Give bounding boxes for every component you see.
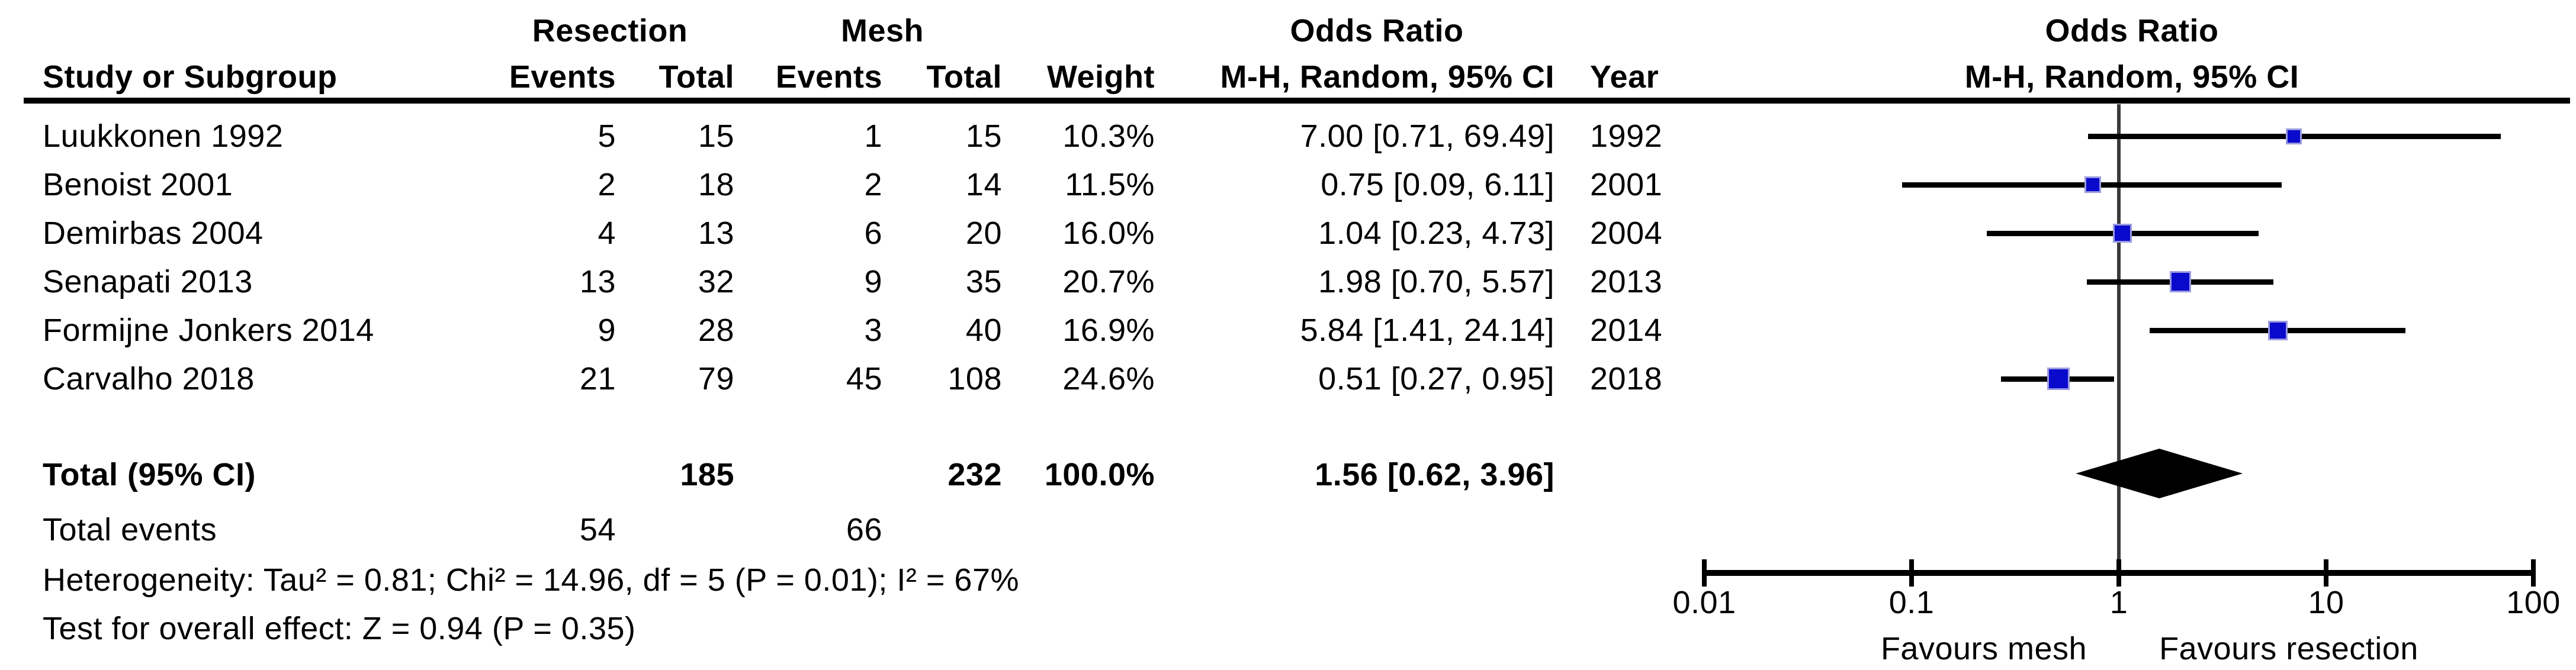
x-axis-tick-label: 0.01: [1672, 585, 1736, 620]
year: 2004: [1590, 215, 1663, 251]
total-weight: 100.0%: [1044, 457, 1155, 492]
mesh-total: 20: [965, 215, 1002, 251]
col-header-resection-events: Events: [509, 59, 616, 95]
or-ci-text: 1.98 [0.70, 5.57]: [1318, 264, 1554, 299]
resection-total: 18: [698, 167, 734, 202]
col-header-year: Year: [1590, 59, 1659, 95]
header-rule: [24, 98, 2570, 104]
resection-total: 13: [698, 215, 734, 251]
year: 2014: [1590, 313, 1663, 348]
group-header-odds-ratio-text: Odds Ratio: [1290, 13, 1464, 49]
weight: 24.6%: [1062, 361, 1155, 397]
resection-events: 4: [598, 215, 616, 251]
col-header-study: Study or Subgroup: [43, 59, 338, 95]
total-events-mesh: 66: [846, 512, 882, 547]
resection-events: 5: [598, 118, 616, 154]
x-axis-tick: [2116, 559, 2121, 587]
resection-total: 15: [698, 118, 734, 154]
total-label: Total (95% CI): [43, 457, 256, 492]
favours-left-label: Favours mesh: [1880, 631, 2087, 666]
x-axis-tick-label: 1: [2109, 585, 2128, 620]
or-square: [2113, 224, 2132, 243]
total-resection: 185: [680, 457, 734, 492]
total-events-label: Total events: [43, 512, 217, 547]
or-ci-text: 1.04 [0.23, 4.73]: [1318, 215, 1554, 251]
or-ci-text: 7.00 [0.71, 69.49]: [1300, 118, 1554, 154]
resection-total: 79: [698, 361, 734, 397]
or-square: [2170, 271, 2191, 292]
year: 2001: [1590, 167, 1663, 202]
year: 2013: [1590, 264, 1663, 299]
study-label: Senapati 2013: [43, 264, 253, 299]
or-ci-text: 0.75 [0.09, 6.11]: [1321, 167, 1554, 202]
resection-events: 13: [579, 264, 616, 299]
study-label: Benoist 2001: [43, 167, 233, 202]
mesh-events: 45: [846, 361, 882, 397]
col-header-mesh-total: Total: [926, 59, 1002, 95]
mesh-events: 2: [864, 167, 882, 202]
or-square: [2047, 368, 2070, 390]
weight: 16.9%: [1062, 313, 1155, 348]
group-header-mesh: Mesh: [840, 13, 924, 49]
total-events-resection: 54: [579, 512, 616, 547]
mesh-total: 35: [965, 264, 1002, 299]
weight: 20.7%: [1062, 264, 1155, 299]
study-label: Luukkonen 1992: [43, 118, 284, 154]
x-axis-tick-label: 10: [2308, 585, 2344, 620]
overall-effect-stats: Test for overall effect: Z = 0.94 (P = 0…: [43, 611, 636, 646]
or-ci-text: 0.51 [0.27, 0.95]: [1318, 361, 1554, 397]
resection-events: 21: [579, 361, 616, 397]
total-or-ci: 1.56 [0.62, 3.96]: [1315, 457, 1554, 492]
x-axis-tick-label: 0.1: [1888, 585, 1935, 620]
col-header-mesh-events: Events: [775, 59, 882, 95]
total-diamond: [2076, 449, 2243, 498]
x-axis-tick: [2324, 559, 2328, 587]
group-header-resection: Resection: [532, 13, 688, 49]
heterogeneity-stats: Heterogeneity: Tau² = 0.81; Chi² = 14.96…: [43, 562, 1019, 598]
study-label: Demirbas 2004: [43, 215, 264, 251]
total-mesh: 232: [947, 457, 1002, 492]
mesh-total: 40: [965, 313, 1002, 348]
col-header-or-ci-plot: M-H, Random, 95% CI: [1964, 59, 2299, 95]
no-effect-line: [2117, 104, 2121, 573]
mesh-events: 9: [864, 264, 882, 299]
x-axis-tick: [2531, 559, 2536, 587]
study-label: Formijne Jonkers 2014: [43, 313, 374, 348]
col-header-or-ci: M-H, Random, 95% CI: [1220, 59, 1554, 95]
or-square: [2286, 128, 2302, 144]
x-axis-tick-label: 100: [2506, 585, 2561, 620]
weight: 16.0%: [1062, 215, 1155, 251]
or-square: [2084, 176, 2101, 193]
x-axis-tick: [1702, 559, 1707, 587]
weight: 11.5%: [1065, 167, 1155, 202]
resection-total: 28: [698, 313, 734, 348]
mesh-total: 15: [965, 118, 1002, 154]
resection-events: 9: [598, 313, 616, 348]
mesh-events: 1: [864, 118, 882, 154]
mesh-events: 6: [864, 215, 882, 251]
x-axis-tick: [1909, 559, 1914, 587]
resection-total: 32: [698, 264, 734, 299]
mesh-total: 14: [965, 167, 1002, 202]
favours-right-label: Favours resection: [2159, 631, 2418, 666]
or-square: [2268, 321, 2288, 340]
study-label: Carvalho 2018: [43, 361, 255, 397]
resection-events: 2: [598, 167, 616, 202]
group-header-odds-ratio-plot: Odds Ratio: [2045, 13, 2219, 49]
year: 2018: [1590, 361, 1663, 397]
or-ci-text: 5.84 [1.41, 24.14]: [1300, 313, 1554, 348]
weight: 10.3%: [1062, 118, 1155, 154]
col-header-resection-total: Total: [659, 59, 734, 95]
mesh-events: 3: [864, 313, 882, 348]
col-header-weight: Weight: [1047, 59, 1155, 95]
year: 1992: [1590, 118, 1663, 154]
mesh-total: 108: [947, 361, 1002, 397]
